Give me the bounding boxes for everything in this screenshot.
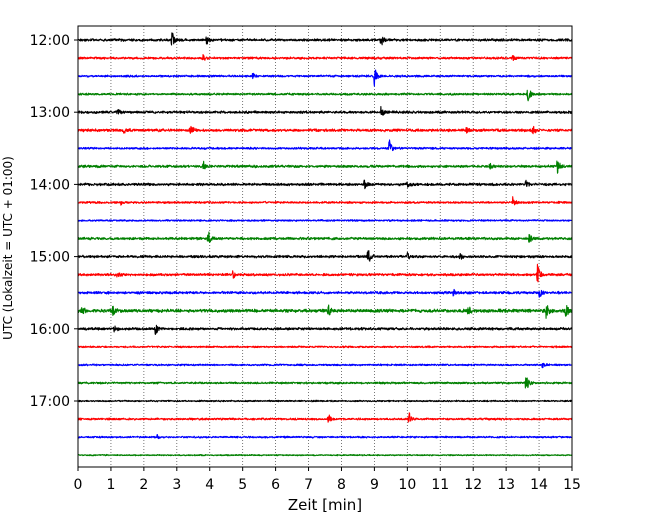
trace-1430 xyxy=(77,218,573,222)
x-tick-label: 9 xyxy=(370,477,379,493)
y-axis-label: UTC (Lokalzeit = UTC + 01:00) xyxy=(1,156,15,340)
y-tick-label: 15:00 xyxy=(30,250,70,266)
trace-1615 xyxy=(77,345,573,349)
trace-1345 xyxy=(77,160,573,174)
x-axis-label: Zeit [min] xyxy=(288,496,362,514)
trace-1745 xyxy=(77,453,573,457)
x-tick-label: 7 xyxy=(304,477,313,493)
trace-1515 xyxy=(77,263,573,283)
y-axis-ticks: 12:00 13:00 14:00 15:00 16:00 17:00 xyxy=(30,33,78,410)
y-tick-label: 17:00 xyxy=(30,394,70,410)
x-tick-label: 1 xyxy=(106,477,115,493)
trace-1400 xyxy=(77,179,573,190)
trace-1545 xyxy=(77,304,573,319)
trace-1200 xyxy=(77,32,573,46)
trace-group xyxy=(77,32,573,457)
trace-1730 xyxy=(77,433,573,440)
x-tick-label: 10 xyxy=(398,477,416,493)
y-tick-label: 12:00 xyxy=(30,33,70,49)
trace-1700 xyxy=(77,399,573,403)
plot-frame xyxy=(77,25,573,468)
x-tick-label: 5 xyxy=(238,477,247,493)
trace-1645 xyxy=(77,377,573,389)
x-tick-label: 6 xyxy=(271,477,280,493)
x-tick-label: 3 xyxy=(172,477,181,493)
x-tick-label: 0 xyxy=(74,477,83,493)
trace-1415 xyxy=(77,196,573,206)
trace-1530 xyxy=(77,288,573,298)
trace-1315 xyxy=(77,125,573,135)
x-tick-label: 12 xyxy=(464,477,482,493)
x-tick-label: 14 xyxy=(530,477,548,493)
trace-1215 xyxy=(77,54,573,62)
trace-1630 xyxy=(77,362,573,369)
trace-1715 xyxy=(77,412,573,423)
trace-1230 xyxy=(77,69,573,87)
y-tick-label: 14:00 xyxy=(30,177,70,193)
x-axis-ticks: 0 1 2 3 4 5 6 7 8 9 10 11 12 13 14 15 xyxy=(74,467,581,493)
trace-1500 xyxy=(77,250,573,262)
trace-1300 xyxy=(77,105,573,116)
x-tick-label: 4 xyxy=(205,477,214,493)
trace-1330 xyxy=(77,139,573,152)
x-tick-label: 8 xyxy=(337,477,346,493)
y-tick-label: 13:00 xyxy=(30,105,70,121)
trace-1445 xyxy=(77,231,573,243)
x-tick-label: 2 xyxy=(139,477,148,493)
x-tick-label: 11 xyxy=(431,477,449,493)
x-tick-label: 15 xyxy=(563,477,581,493)
x-tick-label: 13 xyxy=(497,477,515,493)
trace-1245 xyxy=(77,89,573,102)
trace-1600 xyxy=(77,324,573,335)
y-tick-label: 16:00 xyxy=(30,322,70,338)
